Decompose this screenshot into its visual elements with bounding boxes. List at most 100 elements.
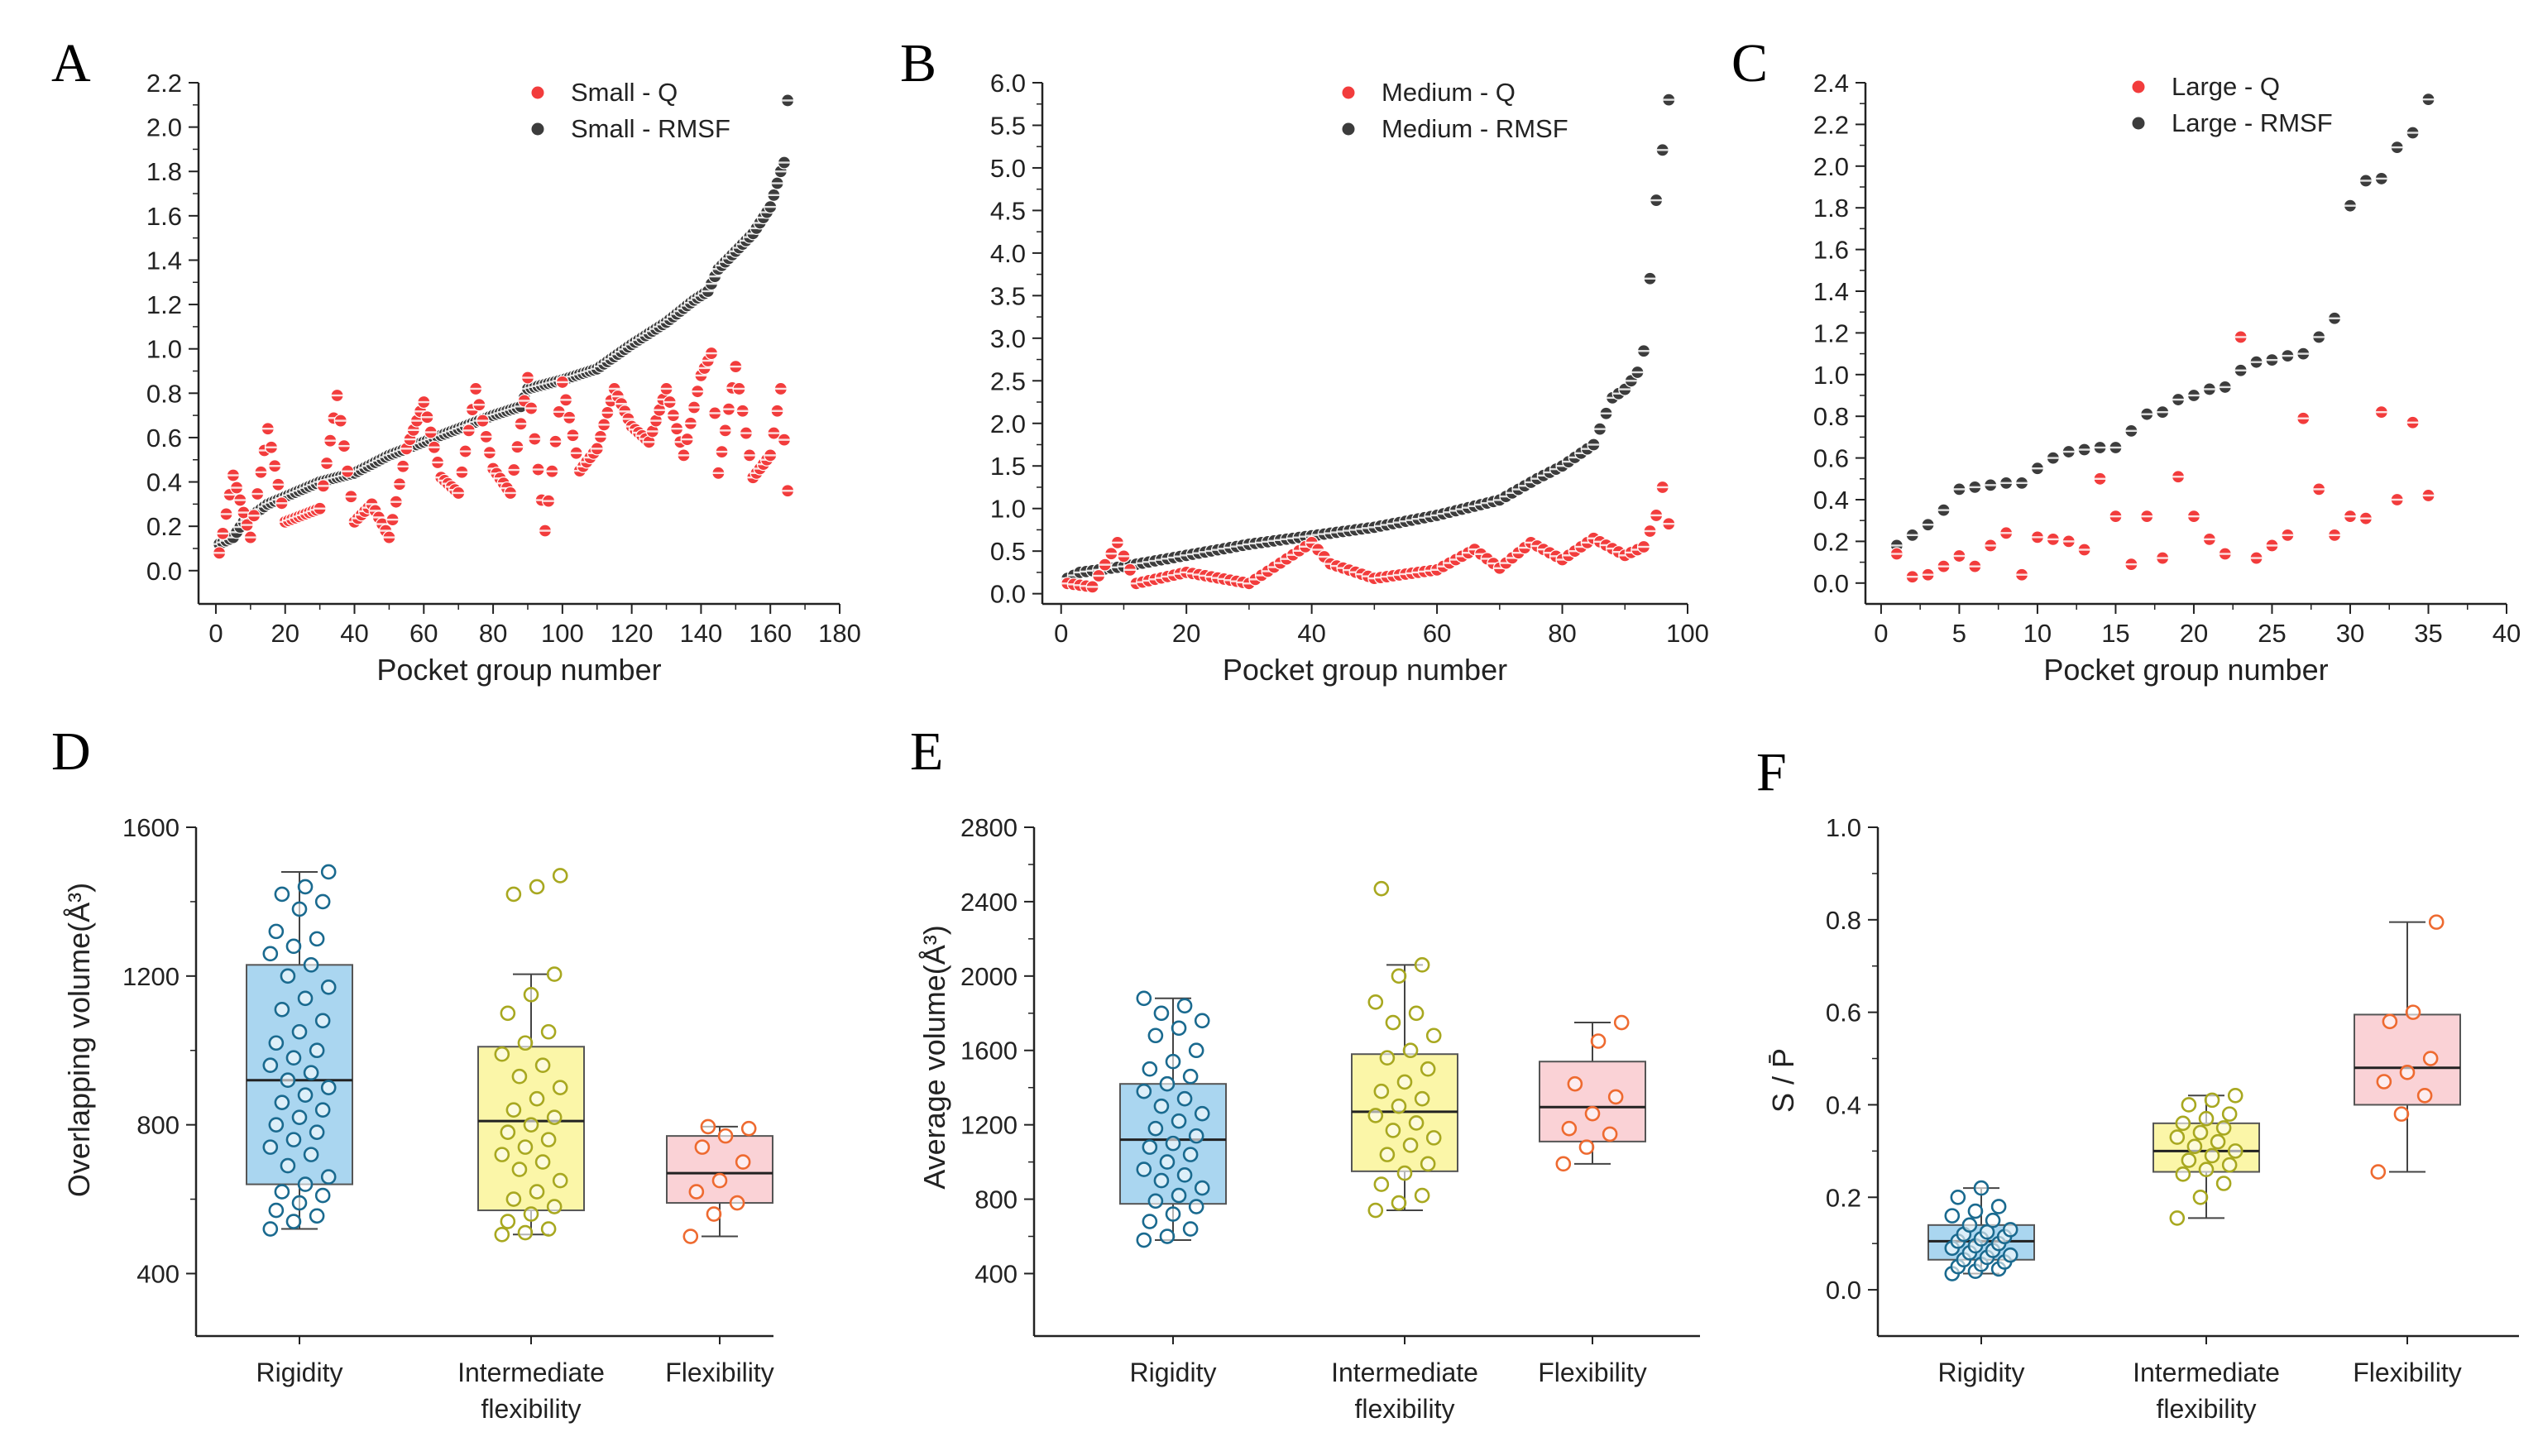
data-point	[309, 931, 325, 947]
data-point	[285, 938, 302, 955]
data-point	[1602, 1126, 1618, 1142]
point-highlight	[709, 412, 721, 414]
point-highlight	[317, 485, 329, 487]
category-label: Intermediate	[1331, 1358, 1478, 1387]
point-highlight	[663, 400, 676, 404]
point-highlight	[1587, 537, 1600, 539]
data-point	[1414, 1187, 1430, 1204]
x-tick-label: 180	[818, 619, 861, 648]
y-tick-label: 0.4	[146, 468, 182, 497]
y-tick-label: 1.0	[1813, 361, 1849, 390]
data-point	[1159, 1154, 1176, 1170]
y-tick-label: 1.8	[1813, 194, 1849, 223]
data-point	[274, 1094, 290, 1110]
data-point	[534, 1154, 551, 1170]
point-highlight	[605, 400, 617, 402]
point-highlight	[1249, 578, 1262, 581]
point-highlight	[1475, 553, 1487, 555]
y-tick-label: 1.2	[1813, 318, 1849, 347]
legend-marker	[1342, 86, 1355, 99]
point-highlight	[1663, 523, 1675, 525]
point-highlight	[778, 438, 790, 441]
point-highlight	[1563, 554, 1575, 557]
point-highlight	[314, 507, 326, 510]
point-highlight	[2391, 146, 2403, 149]
data-point	[1613, 1014, 1630, 1031]
x-tick-label: 0	[1054, 619, 1068, 648]
x-tick-label: 20	[271, 619, 299, 648]
point-highlight	[1506, 491, 1518, 495]
point-highlight	[1637, 545, 1650, 548]
point-highlight	[470, 387, 482, 390]
data-point	[1414, 957, 1430, 973]
x-axis-title: Pocket group number	[2043, 653, 2328, 687]
data-point	[1182, 1068, 1199, 1085]
point-highlight	[2047, 457, 2059, 459]
point-highlight	[1500, 562, 1512, 564]
y-tick-label: 1.6	[1813, 236, 1849, 265]
point-highlight	[782, 490, 794, 492]
point-highlight	[390, 500, 402, 503]
point-highlight	[1549, 467, 1562, 471]
point-highlight	[407, 429, 419, 432]
point-highlight	[1637, 350, 1650, 352]
data-point	[2215, 1120, 2232, 1136]
y-tick-label: 0.5	[990, 537, 1026, 566]
x-tick-label: 60	[1423, 619, 1451, 648]
point-highlight	[1656, 486, 1669, 489]
point-highlight	[1890, 544, 1903, 547]
data-point	[494, 1147, 510, 1162]
point-highlight	[234, 499, 247, 501]
category-label: flexibility	[481, 1394, 582, 1424]
point-highlight	[1581, 541, 1593, 544]
panel-f: 0.0 0.2 0.4 0.6 0.8 1.0 S / P̄ Rigidity Intermed…	[1766, 813, 2519, 1424]
data-point	[546, 966, 563, 982]
point-highlight	[782, 99, 794, 102]
legend-label: Large - RMSF	[2172, 108, 2333, 137]
point-highlight	[1650, 199, 1663, 202]
y-tick-label: 800	[136, 1111, 180, 1140]
data-point	[268, 923, 285, 940]
data-point	[1136, 1232, 1152, 1248]
x-tick-label: 100	[1666, 619, 1709, 648]
point-highlight	[2125, 429, 2138, 433]
data-point	[262, 1221, 279, 1237]
point-highlight	[2406, 132, 2419, 134]
point-highlight	[1456, 555, 1468, 558]
point-highlight	[657, 398, 669, 401]
point-highlight	[397, 465, 409, 467]
data-point	[291, 1195, 308, 1211]
point-highlight	[515, 423, 527, 425]
point-highlight	[2266, 544, 2278, 547]
point-highlight	[563, 416, 576, 419]
y-tick-label: 0.2	[1826, 1183, 1861, 1212]
point-highlight	[2329, 534, 2341, 537]
point-highlight	[2359, 517, 2372, 520]
data-point	[505, 1102, 522, 1118]
data-point	[511, 1161, 528, 1177]
x-tick-label: 10	[2023, 619, 2052, 648]
data-point	[274, 1184, 290, 1200]
point-highlight	[622, 418, 634, 420]
y-tick-label: 3.5	[990, 281, 1026, 310]
data-point	[1985, 1212, 2001, 1228]
point-highlight	[2109, 446, 2122, 449]
point-highlight	[466, 408, 478, 411]
point-highlight	[1985, 544, 1997, 547]
data-point	[1367, 994, 1384, 1010]
point-highlight	[1607, 547, 1619, 550]
data-point	[511, 1068, 528, 1085]
data-point	[1147, 1120, 1164, 1137]
data-point	[1373, 880, 1390, 897]
data-point	[2198, 1110, 2215, 1127]
point-highlight	[1124, 568, 1137, 572]
category-label: flexibility	[2157, 1394, 2257, 1424]
point-highlight	[764, 205, 777, 208]
category-label: Rigidity	[256, 1358, 343, 1387]
point-highlight	[265, 446, 277, 448]
y-tick-label: 1.8	[146, 157, 182, 186]
data-point	[1194, 1013, 1210, 1029]
point-highlight	[1575, 452, 1587, 454]
point-highlight	[1644, 529, 1656, 533]
point-highlight	[2031, 467, 2043, 470]
